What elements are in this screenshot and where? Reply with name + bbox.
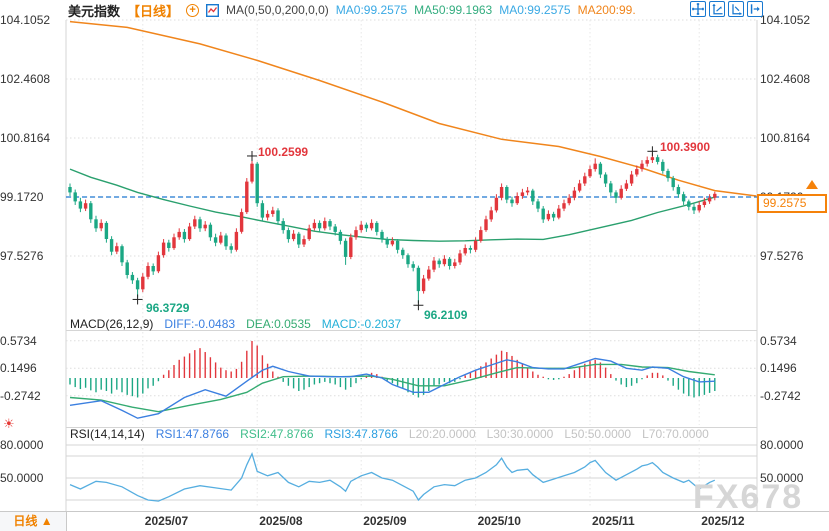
price-tick-label: 104.1052 <box>0 13 51 27</box>
macd-diff-value: DIFF:-0.0483 <box>164 317 236 331</box>
symbol-name: 美元指数 <box>68 3 121 19</box>
macd-tick-label: -0.2742 <box>760 388 801 403</box>
macd-tick-label: 0.1496 <box>760 361 797 376</box>
rsi-tick-label: 50.0000 <box>0 471 44 485</box>
price-tick-label: 100.8164 <box>760 131 811 145</box>
ma0-value: MA0:99.2575 <box>335 3 408 17</box>
last-price-tag: 99.2575 <box>757 194 827 213</box>
rsi-l30-value: L30:30.0000 <box>486 427 554 441</box>
macd-tick-label: 0.5734 <box>0 333 37 348</box>
price-tick-label: 102.4608 <box>0 72 51 86</box>
add-indicator-icon[interactable]: + <box>186 3 200 17</box>
ma-settings-label: MA(0,50,0,200,0,0) <box>226 3 329 17</box>
rsi2-value: RSI2:47.8766 <box>240 427 314 441</box>
price-tick-label: 99.1720 <box>0 190 44 204</box>
alert-sun-icon[interactable]: ☀ <box>3 416 15 431</box>
rsi-tick-label: 80.0000 <box>760 438 804 452</box>
rsi-l20-value: L20:20.0000 <box>408 427 476 441</box>
period-tag: 【日线】 <box>127 3 180 19</box>
axis-scale-y-button[interactable] <box>709 1 725 17</box>
macd-tick-label: -0.2742 <box>0 388 41 403</box>
period-selector-button[interactable]: 日线 ▲ <box>0 511 67 531</box>
annotation-low-june: 96.3729 <box>146 301 190 315</box>
rsi-tick-label: 50.0000 <box>760 471 804 485</box>
macd-tick-label: 0.1496 <box>0 361 37 376</box>
time-axis-bar <box>0 511 829 531</box>
macd-tick-label: 0.5734 <box>760 333 797 348</box>
crosshair-move-button[interactable] <box>690 1 706 17</box>
annotation-low-sept: 96.2109 <box>424 308 468 322</box>
rsi-l50-value: L50:50.0000 <box>564 427 632 441</box>
date-label: 2025/07 <box>144 514 189 528</box>
axis-scale-x-button[interactable] <box>728 1 744 17</box>
date-label: 2025/09 <box>363 514 407 528</box>
macd-title: MACD(26,12,9) <box>70 317 154 331</box>
chart-header: 美元指数 【日线】 + MA(0,50,0,200,0,0) MA0:99.25… <box>68 1 636 19</box>
macd-hist-value: MACD:-0.2037 <box>321 317 402 331</box>
ma50-value: MA50:99.1963 <box>414 3 493 17</box>
annotation-high-nov: 100.3900 <box>660 140 711 154</box>
ma200-value: MA200:99. <box>577 3 636 17</box>
rsi-title: RSI(14,14,14) <box>70 427 145 441</box>
price-tick-label: 97.5276 <box>760 249 804 263</box>
ma0-value-2: MA0:99.2575 <box>499 3 571 17</box>
rsi3-value: RSI3:47.8766 <box>324 427 398 441</box>
date-label: 2025/08 <box>259 514 303 528</box>
chart-toolbar <box>690 1 763 17</box>
candle-chart-icon[interactable] <box>206 3 220 17</box>
rsi-l70-value: L70:70.0000 <box>642 427 709 441</box>
price-tick-label: 104.1052 <box>760 13 811 27</box>
rsi-indicator-row[interactable]: RSI(14,14,14) RSI1:47.8766 RSI2:47.8766 … <box>70 427 709 441</box>
price-tick-label: 102.4608 <box>760 72 811 86</box>
date-label: 2025/10 <box>477 514 521 528</box>
rsi1-value: RSI1:47.8766 <box>155 427 230 441</box>
macd-indicator-row[interactable]: MACD(26,12,9) DIFF:-0.0483 DEA:0.0535 MA… <box>70 317 401 331</box>
date-label: 2025/12 <box>701 514 745 528</box>
macd-dea-value: DEA:0.0535 <box>246 317 311 331</box>
price-tick-label: 100.8164 <box>0 131 51 145</box>
rsi-tick-label: 80.0000 <box>0 438 44 452</box>
price-tick-label: 97.5276 <box>0 249 44 263</box>
pan-right-button[interactable] <box>747 1 763 17</box>
price-up-arrow-icon <box>806 180 818 189</box>
fx678-watermark: FX678 <box>693 478 804 516</box>
date-label: 2025/11 <box>592 514 635 528</box>
annotation-high-july: 100.2599 <box>258 145 309 159</box>
